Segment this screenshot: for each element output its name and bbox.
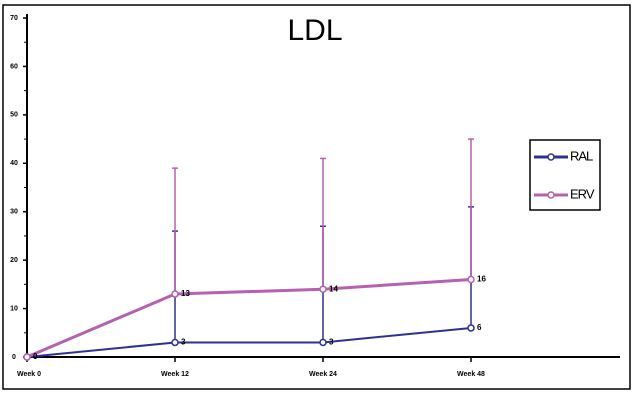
y-tick-label: 50 [10,112,18,119]
legend-label: ERV [570,186,595,201]
legend-marker [547,191,555,199]
marker [319,338,327,347]
data-label: 13 [181,289,190,298]
data-label: 6 [477,323,482,332]
x-tick-label: Week 24 [309,371,337,378]
marker [319,285,327,293]
legend-marker [547,153,555,161]
marker [23,353,31,361]
line [26,326,472,358]
data-label: 0 [33,352,38,361]
data-label: 14 [329,284,338,293]
y-tick-label: 10 [10,305,18,312]
chart-title: LDL [287,14,342,47]
legend-box [529,139,601,211]
data-label: 3 [181,338,186,347]
marker [171,338,179,347]
data-label: 0 [33,352,38,361]
y-tick-label: 60 [10,63,18,70]
marker [171,290,179,298]
y-tick-label: 0 [12,354,16,361]
frame [2,4,631,390]
y-tick-label: 20 [10,257,18,264]
data-label: 3 [329,338,334,347]
x-tick-label: Week 12 [161,371,189,378]
legend-label: RAL [570,148,593,163]
x-tick-label: Week 0 [17,371,41,378]
line [26,278,472,359]
data-label: 16 [477,275,486,284]
y-tick-label: 40 [10,160,18,167]
y-tick-label: 30 [10,209,18,216]
marker [467,275,475,284]
marker [467,324,475,332]
y-tick-label: 70 [10,15,18,22]
x-tick-label: Week 48 [457,371,485,378]
